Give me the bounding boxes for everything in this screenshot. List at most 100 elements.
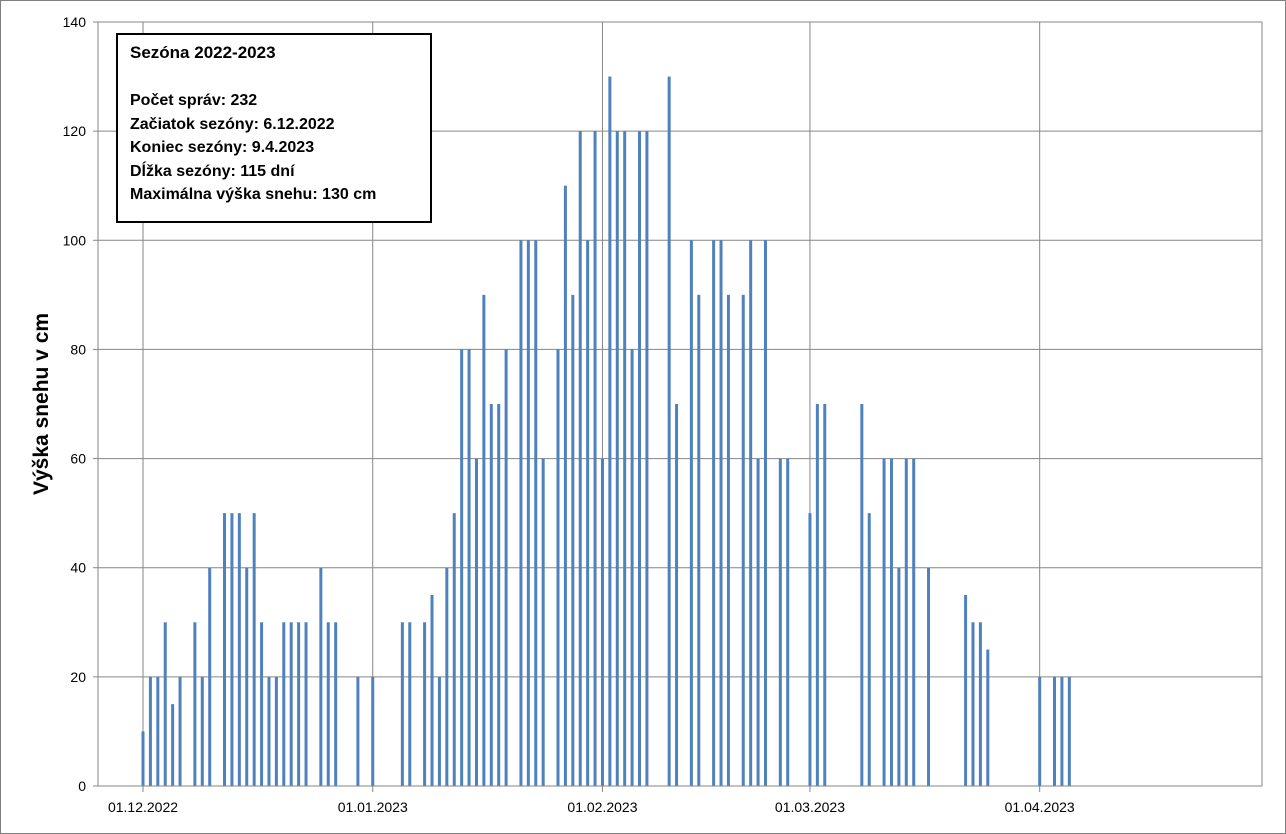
bar: [823, 404, 827, 786]
bar: [815, 404, 819, 786]
bar: [689, 240, 693, 787]
bar: [808, 513, 812, 786]
bar: [423, 622, 427, 786]
bar: [615, 131, 619, 787]
bar: [778, 458, 782, 786]
bar: [274, 676, 278, 786]
bar: [645, 131, 649, 787]
bar: [1060, 676, 1064, 786]
bar: [889, 458, 893, 786]
bar: [586, 240, 590, 787]
info-line-end: Koniec sezóny: 9.4.2023: [130, 139, 315, 156]
bar: [904, 458, 908, 786]
bar: [719, 240, 723, 787]
bar: [712, 240, 716, 787]
x-tick-label: 01.01.2023: [338, 799, 408, 815]
bar: [608, 76, 612, 787]
y-tick-label: 120: [63, 123, 87, 139]
y-tick-label: 80: [70, 341, 86, 357]
bar: [319, 567, 323, 786]
x-tick-label: 01.04.2023: [1005, 799, 1075, 815]
info-line-max: Maximálna výška snehu: 130 cm: [130, 186, 377, 203]
x-tick-label: 01.02.2023: [567, 799, 637, 815]
bar: [334, 622, 338, 786]
bar: [1038, 676, 1042, 786]
bar: [297, 622, 301, 786]
bar: [460, 349, 464, 786]
bar: [467, 349, 471, 786]
bar: [986, 649, 990, 786]
bar: [882, 458, 886, 786]
bar: [749, 240, 753, 787]
bar: [200, 676, 204, 786]
bar: [260, 622, 264, 786]
bar: [193, 622, 197, 786]
bar: [148, 676, 152, 786]
bar: [171, 704, 175, 786]
y-tick-label: 20: [70, 669, 86, 685]
bar: [667, 76, 671, 787]
bar: [437, 676, 441, 786]
bar: [726, 294, 730, 786]
bar: [927, 567, 931, 786]
bar: [534, 240, 538, 787]
bar: [282, 622, 286, 786]
bar: [630, 349, 634, 786]
bar: [763, 240, 767, 787]
bar: [526, 240, 530, 787]
bar: [408, 622, 412, 786]
bar: [497, 404, 501, 786]
bar: [141, 731, 145, 786]
info-line-length: Dĺžka sezóny: 115 dní: [130, 162, 295, 180]
info-line-start: Začiatok sezóny: 6.12.2022: [130, 115, 335, 133]
bar: [623, 131, 627, 787]
bar: [563, 185, 567, 786]
bar: [964, 595, 968, 786]
bar: [267, 676, 271, 786]
y-tick-label: 100: [63, 232, 87, 248]
bar: [756, 458, 760, 786]
bar: [245, 567, 249, 786]
y-tick-label: 40: [70, 560, 86, 576]
bar: [519, 240, 523, 787]
y-tick-label: 0: [78, 778, 86, 794]
bar: [430, 595, 434, 786]
x-tick-label: 01.03.2023: [775, 799, 845, 815]
bar: [971, 622, 975, 786]
bars: [141, 76, 1071, 787]
bar: [371, 676, 375, 786]
bar: [504, 349, 508, 786]
bar: [289, 622, 293, 786]
bar: [489, 404, 493, 786]
bar: [1067, 676, 1071, 786]
bar: [326, 622, 330, 786]
bar: [860, 404, 864, 786]
bar: [541, 458, 545, 786]
bar: [252, 513, 256, 786]
bar: [163, 622, 167, 786]
bar: [230, 513, 234, 786]
bar: [474, 458, 478, 786]
axes: [93, 21, 1262, 792]
bar: [304, 622, 308, 786]
bar: [600, 458, 604, 786]
bar: [156, 676, 160, 786]
season-info-box: Sezóna 2022-2023 Počet správ: 232 Začiat…: [116, 33, 432, 223]
bar: [675, 404, 679, 786]
bar: [571, 294, 575, 786]
tick-labels: 0 20 40 60 80 100 120 140 01.12.2022 01.01.2023 01…: [63, 14, 1075, 815]
bar: [356, 676, 360, 786]
y-tick-label: 140: [63, 14, 87, 30]
bar: [237, 513, 241, 786]
bar: [578, 131, 582, 787]
bar: [867, 513, 871, 786]
bar: [452, 513, 456, 786]
bar: [786, 458, 790, 786]
season-title: Sezóna 2022-2023: [130, 43, 276, 62]
bar: [741, 294, 745, 786]
bar: [400, 622, 404, 786]
bar: [482, 294, 486, 786]
bar: [223, 513, 227, 786]
bar: [638, 131, 642, 787]
bar: [912, 458, 916, 786]
